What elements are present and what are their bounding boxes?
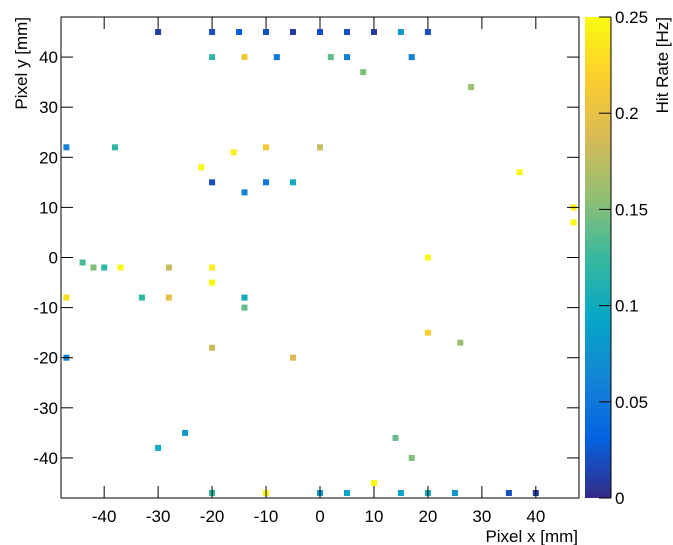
colorbar — [585, 17, 611, 498]
axes: -40 -30 -20 -10 0 10 20 30 40 -40 -30 -20 -10 0 10 20 30… — [33, 17, 579, 526]
heatmap-cell — [424, 29, 431, 35]
heatmap-cell — [344, 54, 350, 61]
y-tick-label: 40 — [39, 48, 58, 67]
heatmap-cell — [397, 490, 404, 496]
heatmap-cell — [241, 304, 248, 311]
y-tick-label: -40 — [33, 449, 58, 468]
x-tick-label: 20 — [418, 507, 437, 526]
heatmap-cell — [263, 179, 269, 186]
colorbar-tick-label: 0.25 — [615, 8, 648, 27]
heatmap-cell — [317, 144, 323, 151]
heatmap-cell — [63, 144, 70, 151]
y-tick-label: -10 — [33, 299, 58, 318]
heatmap-cell — [209, 264, 216, 271]
heatmap-cell — [263, 144, 269, 151]
heatmap-cell — [290, 179, 296, 186]
y-tick-label: 20 — [39, 148, 58, 167]
colorbar-title: Hit Rate [Hz] — [653, 17, 672, 113]
colorbar-tick-label: 0.2 — [615, 104, 639, 123]
heatmap-cell — [155, 444, 162, 451]
x-tick-label: 40 — [526, 507, 545, 526]
x-tick-label: 30 — [472, 507, 491, 526]
heatmap-cell — [165, 264, 172, 271]
heatmap-cell — [290, 354, 296, 361]
colorbar-tick-label: 0.1 — [615, 297, 639, 316]
heatmap-cell — [241, 189, 248, 196]
heatmap-cell — [209, 29, 216, 35]
heatmap-cell — [101, 264, 108, 271]
heatmap-cell — [344, 29, 350, 35]
heatmap-cell — [516, 169, 523, 176]
colorbar-tick-label: 0.05 — [615, 393, 648, 412]
heatmap-cell — [468, 84, 475, 91]
colorbar-tick-label: 0.15 — [615, 200, 648, 219]
heatmap-cell — [317, 29, 323, 35]
heatmap-cell — [273, 54, 280, 61]
heatmap-cell — [182, 429, 189, 436]
heatmap-cell — [165, 294, 172, 301]
heatmap-cell — [263, 29, 269, 35]
heatmap-cell — [90, 264, 97, 271]
heatmap-cell — [209, 179, 216, 186]
y-axis-title: Pixel y [mm] — [12, 17, 31, 110]
x-tick-label: -10 — [254, 507, 279, 526]
y-tick-label: 30 — [39, 98, 58, 117]
heatmap-cell — [209, 279, 216, 286]
heatmap-cell — [451, 490, 458, 496]
heatmap-cell — [408, 454, 415, 461]
colorbar-axis: 0 0.05 0.1 0.15 0.2 0.25 — [599, 8, 648, 508]
x-tick-label: 10 — [364, 507, 383, 526]
y-tick-label: 0 — [49, 249, 58, 268]
heatmap-cell — [112, 144, 118, 151]
x-tick-label: -30 — [146, 507, 171, 526]
heatmap-cell — [408, 54, 415, 61]
heatmap-cell — [138, 294, 145, 301]
x-tick-label: -20 — [200, 507, 225, 526]
heatmap-cell — [241, 294, 248, 301]
heatmap-cell — [327, 54, 334, 61]
colorbar-tick-label: 0 — [615, 489, 624, 508]
heatmap-cell — [117, 264, 124, 271]
heatmap-cell — [360, 69, 367, 76]
y-tick-label: -30 — [33, 399, 58, 418]
heatmap-cell — [570, 219, 577, 226]
heatmap-cell — [63, 294, 70, 301]
heatmap-cell — [198, 164, 205, 171]
heatmap-cell — [230, 149, 237, 156]
heatmap-cell — [209, 54, 216, 61]
heatmap-cell — [155, 29, 162, 35]
heatmap-cell — [371, 480, 377, 486]
heatmap-cell — [209, 344, 216, 351]
heatmap-cell — [424, 329, 431, 336]
plot-frame — [60, 16, 580, 499]
heatmap-cell — [79, 259, 86, 266]
x-tick-label: 0 — [315, 507, 324, 526]
heatmap-cell — [371, 29, 377, 35]
heatmap-cell — [505, 490, 512, 496]
y-tick-label: -20 — [33, 349, 58, 368]
heatmap-cell — [290, 29, 296, 35]
heatmap-cell — [397, 29, 404, 35]
heatmap-cell — [392, 434, 399, 441]
heatmap-cell — [236, 29, 243, 35]
y-tick-label: 10 — [39, 198, 58, 217]
heatmap-cell — [457, 339, 464, 346]
x-tick-label: -40 — [92, 507, 117, 526]
heatmap-cell — [424, 254, 431, 261]
x-axis-title: Pixel x [mm] — [485, 527, 578, 545]
heatmap-cell — [241, 54, 248, 61]
heatmap-cell — [344, 490, 350, 496]
